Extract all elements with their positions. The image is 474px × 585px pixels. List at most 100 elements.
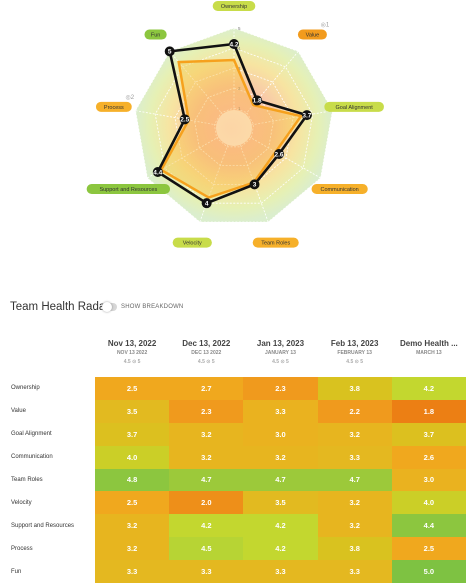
column-header[interactable]: Demo Health ... MARCH 13 — [392, 327, 466, 377]
radar-axis-label-process[interactable]: Process — [95, 101, 132, 112]
radar-point-2[interactable] — [301, 110, 312, 121]
radar-point-8[interactable] — [164, 46, 175, 57]
radar-axis-label-support-and-resources[interactable]: Support and Resources — [86, 184, 171, 194]
radar-axis-label-fun[interactable]: Fun — [144, 29, 167, 40]
radar-point-0[interactable] — [229, 39, 239, 49]
score-cell[interactable]: 5.0 — [391, 560, 466, 583]
radar-point-1[interactable] — [252, 95, 263, 106]
radar-axis-label-value[interactable]: Value — [297, 29, 327, 40]
radar-point-7[interactable] — [179, 114, 190, 125]
score-cell[interactable]: 4.2 — [169, 514, 244, 538]
score-cell[interactable]: 1.8 — [391, 399, 466, 423]
radar-point-3[interactable] — [274, 149, 285, 159]
column-header[interactable]: Nov 13, 2022 NOV 13 2022 4.5 ⊙ 5 — [95, 327, 169, 377]
score-cell[interactable]: 4.0 — [95, 445, 170, 469]
score-cell[interactable]: 3.2 — [317, 491, 392, 515]
score-cell[interactable]: 3.3 — [169, 560, 244, 583]
radar-point-4[interactable] — [249, 179, 260, 190]
score-cell[interactable]: 3.2 — [95, 514, 170, 538]
comment-count-icon: ◎1 — [321, 23, 330, 29]
score-cell[interactable]: 3.3 — [243, 560, 318, 583]
show-breakdown-label: SHOW BREAKDOWN — [121, 304, 184, 310]
radar-point-6[interactable] — [152, 167, 163, 177]
table-row: Value 3.5 2.3 3.3 2.2 1.8 — [8, 399, 466, 423]
score-cell[interactable]: 4.7 — [169, 468, 244, 492]
radar-point-label: 4.2 — [229, 41, 238, 48]
score-cell[interactable]: 3.2 — [169, 445, 244, 469]
radar-tick-label: 3 — [238, 66, 241, 71]
table-corner — [8, 327, 95, 377]
radar-axis-label-velocity[interactable]: Velocity — [172, 237, 212, 248]
score-cell[interactable]: 3.2 — [169, 422, 244, 446]
score-cell[interactable]: 3.3 — [317, 560, 392, 583]
score-cell[interactable]: 2.3 — [169, 399, 244, 423]
score-cell[interactable]: 4.2 — [243, 537, 318, 560]
score-cell[interactable]: 3.5 — [95, 399, 170, 423]
radar-point-label: 3 — [253, 182, 257, 189]
score-cell[interactable]: 4.7 — [317, 468, 392, 492]
svg-text:Process: Process — [104, 105, 124, 111]
table-row: Goal Alignment 3.7 3.2 3.0 3.2 3.7 — [8, 422, 466, 446]
score-cell[interactable]: 3.8 — [317, 377, 392, 400]
svg-text:Communication: Communication — [321, 187, 359, 193]
radar-axis-label-communication[interactable]: Communication — [311, 184, 368, 194]
score-cell[interactable]: 2.5 — [95, 491, 170, 515]
radar-axis-label-ownership[interactable]: Ownership — [212, 1, 256, 11]
score-cell[interactable]: 3.7 — [391, 422, 466, 446]
column-meta: 4.5 ⊙ 5 — [197, 359, 215, 365]
column-date: Jan 13, 2023 — [256, 339, 305, 348]
score-cell[interactable]: 2.2 — [317, 399, 392, 423]
table-row: Communication 4.0 3.2 3.2 3.3 2.6 — [8, 445, 466, 469]
score-cell[interactable]: 4.7 — [243, 468, 318, 492]
score-cell[interactable]: 4.4 — [391, 514, 466, 538]
score-cell[interactable]: 4.2 — [391, 377, 466, 400]
radar-spoke — [233, 51, 299, 129]
score-cell[interactable]: 2.6 — [391, 445, 466, 469]
score-cell[interactable]: 2.3 — [243, 377, 318, 400]
table-row: Velocity 2.5 2.0 3.5 3.2 4.0 — [8, 491, 466, 515]
svg-text:Fun: Fun — [151, 33, 160, 39]
score-cell[interactable]: 3.0 — [391, 468, 466, 492]
score-cell[interactable]: 3.2 — [95, 537, 170, 560]
column-meta: 4.5 ⊙ 5 — [123, 359, 141, 365]
radar-point-label: 2.5 — [180, 117, 189, 124]
radar-point-5[interactable] — [201, 198, 212, 209]
table-row: Process 3.2 4.5 4.2 3.8 2.5 — [8, 537, 466, 560]
score-cell[interactable]: 3.2 — [317, 422, 392, 446]
table-row: Support and Resources 3.2 4.2 4.2 3.2 4.4 — [8, 514, 466, 538]
score-cell[interactable]: 2.0 — [169, 491, 244, 515]
score-cell[interactable]: 3.2 — [243, 445, 318, 469]
score-cell[interactable]: 4.0 — [391, 491, 466, 515]
score-cell[interactable]: 3.8 — [317, 537, 392, 560]
score-cell[interactable]: 3.2 — [317, 514, 392, 538]
score-cell[interactable]: 4.5 — [169, 537, 244, 560]
show-breakdown-toggle[interactable] — [102, 302, 117, 312]
radar-axis-label-goal-alignment[interactable]: Goal Alignment — [324, 101, 384, 112]
score-cell[interactable]: 3.7 — [95, 422, 170, 446]
radar-series-line — [156, 42, 309, 205]
column-header[interactable]: Jan 13, 2023 JANUARY 13 4.5 ⊙ 5 — [243, 327, 317, 377]
row-label: Velocity — [11, 499, 32, 506]
row-label: Process — [11, 545, 33, 552]
score-cell[interactable]: 3.5 — [243, 491, 318, 515]
row-label: Ownership — [11, 385, 40, 392]
radar-axis-label-team-roles[interactable]: Team Roles — [252, 237, 299, 248]
score-cell[interactable]: 3.3 — [243, 399, 318, 423]
score-cell[interactable]: 3.3 — [95, 560, 170, 583]
table-row: Fun 3.3 3.3 3.3 3.3 5.0 — [8, 560, 466, 583]
column-date: Nov 13, 2022 — [107, 339, 157, 348]
score-cell[interactable]: 2.5 — [95, 377, 170, 400]
row-label: Goal Alignment — [11, 431, 52, 438]
score-cell[interactable]: 3.0 — [243, 422, 318, 446]
score-cell[interactable]: 2.5 — [391, 537, 466, 560]
table-row: Ownership 2.5 2.7 2.3 3.8 4.2 — [8, 377, 466, 400]
column-header[interactable]: Feb 13, 2023 FEBRUARY 13 4.5 ⊙ 5 — [318, 327, 392, 377]
score-cell[interactable]: 4.8 — [95, 468, 170, 492]
column-header[interactable]: Dec 13, 2022 DEC 13 2022 4.5 ⊙ 5 — [169, 327, 243, 377]
svg-text:Velocity: Velocity — [183, 241, 202, 247]
radar-grid-ring — [135, 27, 333, 223]
score-cell[interactable]: 3.3 — [317, 445, 392, 469]
score-cell[interactable]: 4.2 — [243, 514, 318, 538]
radar-point-label: 4 — [205, 200, 209, 207]
score-cell[interactable]: 2.7 — [169, 377, 244, 400]
